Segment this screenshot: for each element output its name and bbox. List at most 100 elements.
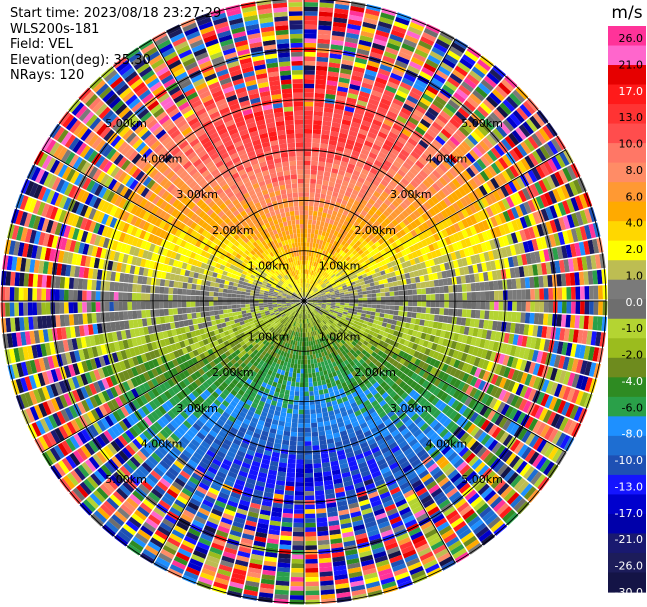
gate-cell — [364, 328, 371, 334]
gate-cell — [304, 92, 314, 98]
gate-cell — [412, 392, 421, 401]
gate-cell — [321, 283, 326, 288]
gate-cell — [295, 482, 304, 487]
gate-cell — [443, 197, 452, 207]
gate-cell — [565, 314, 571, 328]
gate-cell — [532, 225, 540, 238]
gate-cell — [361, 82, 373, 90]
gate-cell — [456, 276, 462, 285]
gate-cell — [523, 228, 532, 240]
gate-cell — [340, 301, 345, 303]
gate-cell — [292, 540, 304, 546]
gate-cell — [505, 167, 516, 180]
gate-cell — [374, 281, 380, 286]
gate-cell — [330, 244, 336, 250]
gate-cell — [395, 16, 410, 26]
gate-cell — [414, 257, 421, 264]
gate-cell — [412, 188, 422, 198]
gate-cell — [317, 299, 323, 301]
gate-cell — [449, 73, 463, 84]
gate-cell — [559, 434, 571, 450]
gate-cell — [472, 201, 482, 212]
gate-cell — [430, 307, 436, 314]
gate-cell — [352, 169, 361, 177]
gate-cell — [323, 175, 330, 182]
gate-cell — [378, 231, 385, 238]
gate-cell — [365, 202, 373, 209]
gate-cell — [558, 217, 567, 231]
gate-cell — [332, 163, 340, 170]
gate-cell — [560, 314, 567, 328]
gate-cell — [470, 309, 476, 319]
gate-cell — [304, 124, 313, 130]
gate-cell — [304, 292, 307, 297]
gate-cell — [405, 260, 412, 267]
gate-cell — [340, 280, 346, 285]
gate-cell — [380, 179, 389, 187]
gate-cell — [552, 398, 562, 413]
gate-cell — [514, 396, 524, 409]
gate-cell — [413, 350, 420, 358]
gate-cell — [389, 305, 395, 310]
gate-cell — [388, 203, 397, 211]
gate-cell — [336, 253, 341, 259]
gate-cell — [413, 235, 421, 243]
gate-cell — [502, 434, 513, 447]
gate-cell — [329, 135, 338, 142]
gate-cell — [408, 204, 417, 213]
gate-cell — [436, 389, 445, 399]
gate-cell — [408, 116, 419, 126]
gate-cell — [414, 337, 421, 345]
gate-cell — [306, 246, 310, 252]
gate-cell — [464, 119, 477, 131]
gate-cell — [540, 236, 548, 249]
gate-cell — [439, 345, 447, 354]
gate-cell — [590, 331, 597, 346]
gate-cell — [458, 404, 468, 415]
gate-cell — [515, 278, 522, 289]
gate-cell — [317, 234, 322, 240]
gate-cell — [325, 162, 333, 168]
gate-cell — [488, 281, 494, 291]
gate-cell — [304, 88, 314, 93]
gate-cell — [307, 294, 311, 299]
gate-cell — [346, 167, 354, 174]
gate-cell — [498, 157, 509, 170]
gate-cell — [435, 249, 442, 257]
gate-cell — [429, 384, 437, 394]
gate-cell — [475, 282, 481, 292]
gate-cell — [331, 234, 337, 241]
gate-cell — [304, 15, 318, 21]
gate-cell — [312, 286, 317, 291]
gate-cell — [315, 367, 320, 373]
gate-cell — [431, 46, 446, 57]
gate-cell — [377, 238, 385, 245]
gate-cell — [312, 303, 318, 306]
gate-cell — [554, 171, 565, 186]
gate-cell — [451, 42, 466, 54]
gate-cell — [430, 287, 436, 294]
gate-cell — [289, 595, 304, 600]
gate-cell — [290, 586, 304, 591]
gate-cell — [344, 305, 350, 308]
gate-cell — [351, 255, 357, 261]
gate-cell — [279, 544, 292, 550]
gate-cell — [323, 246, 328, 252]
gate-cell — [503, 257, 510, 269]
gate-cell — [308, 301, 313, 304]
gate-cell — [562, 215, 571, 230]
gate-cell — [328, 278, 334, 283]
gate-cell — [295, 377, 300, 383]
gate-cell — [484, 421, 494, 434]
gate-cell — [317, 298, 322, 300]
ray — [305, 7, 397, 297]
gate-cell — [312, 298, 318, 300]
gate-cell — [452, 132, 464, 144]
gate-cell — [337, 284, 342, 288]
gate-cell — [311, 280, 315, 285]
gate-cell — [414, 276, 421, 283]
gate-cell — [284, 389, 290, 395]
gate-cell — [407, 253, 414, 260]
gate-cell — [305, 486, 314, 492]
ray — [308, 177, 587, 300]
